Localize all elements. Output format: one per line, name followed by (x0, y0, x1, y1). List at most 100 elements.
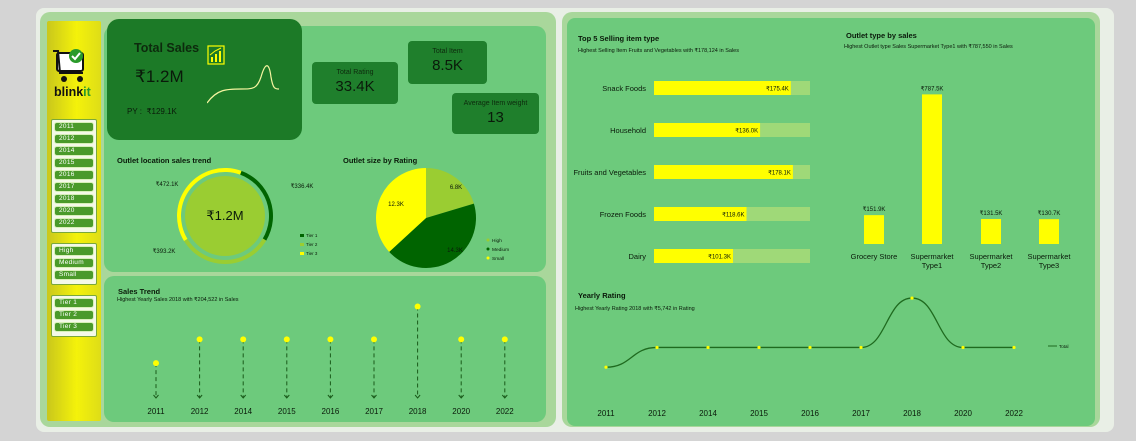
outlet-size-slicer: High Medium Small (51, 243, 97, 285)
year-slicer-item-2020[interactable]: 2020 (54, 206, 94, 216)
legend-swatch (300, 252, 304, 255)
trend-point (327, 336, 334, 343)
top5-bar (654, 207, 747, 221)
outlet-type-bar (1039, 219, 1059, 244)
outlet-type-category-label: Supermarket (1028, 252, 1072, 261)
outlet-type-category-label: Type1 (922, 261, 942, 270)
top5-value-label: ₹118.6K (722, 212, 744, 219)
year-slicer-item-2017[interactable]: 2017 (54, 182, 94, 192)
rating-point (910, 296, 914, 300)
rating-line (605, 297, 1014, 368)
trend-x-label: 2012 (191, 407, 209, 416)
outlet-type-bar (864, 215, 884, 244)
rating-x-label: 2012 (648, 409, 666, 418)
year-slicer-item-2016[interactable]: 2016 (54, 170, 94, 180)
trend-point (153, 360, 159, 367)
cart-logo-icon (53, 49, 84, 82)
legend-label: Medium (492, 247, 509, 253)
trend-x-label: 2020 (452, 407, 470, 416)
trend-arrow (414, 394, 421, 399)
year-slicer-item-2022[interactable]: 2022 (54, 218, 94, 228)
legend-swatch (300, 234, 304, 237)
brand-logo-text: blinkit (54, 85, 91, 99)
year-slicer-item-2014[interactable]: 2014 (54, 146, 94, 156)
legend-label: Tier 2 (306, 242, 318, 247)
total-item-value: 8.5K (432, 57, 463, 74)
outlet-type-category-label: Type3 (1039, 261, 1059, 270)
outlet-type-bar (981, 219, 1001, 244)
trend-point (196, 336, 203, 343)
donut-data-label: ₹336.4K (291, 183, 314, 190)
trend-arrow (196, 394, 203, 399)
year-slicer-item-2012[interactable]: 2012 (54, 134, 94, 144)
sidebar: blinkit 2011 2012 2014 2015 2016 2017 2018 2020… (47, 21, 101, 421)
trend-arrow (371, 394, 377, 399)
year-slicer-item-2015[interactable]: 2015 (54, 158, 94, 168)
top5-subtitle: Highest Selling Item Fruits and Vegetabl… (578, 48, 739, 54)
sales-trend-subtitle: Highest Yearly Sales 2018 with ₹204,522 … (117, 297, 239, 303)
trend-arrow (458, 394, 465, 399)
rating-x-label: 2022 (1005, 409, 1023, 418)
trend-x-label: 2015 (278, 407, 296, 416)
location-slicer-item-tier-1[interactable]: Tier 1 (54, 298, 94, 308)
donut-slice-tier-1 (240, 170, 273, 241)
trend-x-label: 2016 (322, 407, 340, 416)
total-sales-py: PY : ₹129.1K (127, 107, 177, 116)
trend-point (501, 336, 508, 343)
location-slicer-item-tier-2[interactable]: Tier 2 (54, 310, 94, 320)
trend-point (458, 336, 465, 343)
rating-x-label: 2020 (954, 409, 972, 418)
sales-trend-title: Sales Trend (118, 287, 161, 296)
top5-category-label: Household (610, 126, 646, 135)
top5-value-label: ₹101.3K (708, 254, 731, 261)
donut-slice-tier-3 (177, 168, 242, 241)
yearly-rating-title: Yearly Rating (578, 291, 626, 300)
location-chart-title: Outlet location sales trend (117, 156, 212, 165)
location-slicer: Tier 1 Tier 2 Tier 3 (51, 295, 97, 337)
top5-category-label: Dairy (628, 252, 646, 261)
rating-point (757, 345, 761, 350)
size-slicer-item-medium[interactable]: Medium (54, 258, 94, 268)
outlet-type-title: Outlet type by sales (846, 31, 917, 40)
top5-bar (654, 249, 734, 263)
rating-legend-label: Total (1059, 344, 1069, 349)
rating-x-label: 2015 (750, 409, 768, 418)
bar-chart-icon (207, 45, 225, 65)
trend-point (414, 303, 421, 310)
outlet-type-subtitle: Highest Outlet type Sales Supermarket Ty… (844, 44, 1013, 50)
outlet-type-category-label: Supermarket (970, 252, 1014, 261)
trend-x-label: 2022 (496, 407, 514, 416)
top5-category-label: Snack Foods (602, 84, 646, 93)
pie-data-label: 6.8K (450, 185, 462, 191)
sales-sparkline (207, 65, 279, 104)
avg-weight-label: Average Item weight (463, 100, 528, 107)
outlet-type-value-label: ₹131.5K (980, 210, 1003, 217)
total-rating-card: Total Rating 33.4K (312, 62, 398, 104)
outlet-type-value-label: ₹151.9K (863, 206, 886, 213)
top5-bar-chart: Snack Foods ₹175.4K Household ₹136.0K Fruits… (573, 81, 810, 263)
pie-slice-high (426, 168, 474, 218)
legend-label: Small (492, 256, 504, 262)
trend-x-label: 2014 (234, 407, 252, 416)
top5-bar (654, 81, 791, 95)
rating-point (655, 345, 659, 350)
total-sales-card: Total Sales ₹1.2M PY : ₹129.1K (107, 19, 302, 140)
total-sales-label: Total Sales (134, 41, 200, 55)
top5-category-label: Fruits and Vegetables (573, 168, 646, 177)
year-slicer-item-2018[interactable]: 2018 (54, 194, 94, 204)
trend-x-label: 2017 (365, 407, 383, 416)
rating-point (859, 345, 863, 350)
location-slicer-item-tier-3[interactable]: Tier 3 (54, 322, 94, 332)
pie-data-label: 14.3K (447, 248, 463, 254)
top5-category-label: Frozen Foods (600, 210, 647, 219)
outlet-type-value-label: ₹130.7K (1038, 210, 1061, 217)
size-slicer-item-small[interactable]: Small (54, 270, 94, 280)
legend-label: High (492, 238, 502, 244)
size-slicer-item-high[interactable]: High (54, 246, 94, 256)
top5-title: Top 5 Selling item type (578, 34, 660, 43)
total-rating-value: 33.4K (335, 78, 375, 95)
yearly-rating-line-chart: 2011 2012 2014 2015 2016 2017 2018 2020 2022 Tota… (597, 296, 1069, 418)
year-slicer-item-2011[interactable]: 2011 (54, 122, 94, 132)
legend-swatch (486, 256, 490, 260)
